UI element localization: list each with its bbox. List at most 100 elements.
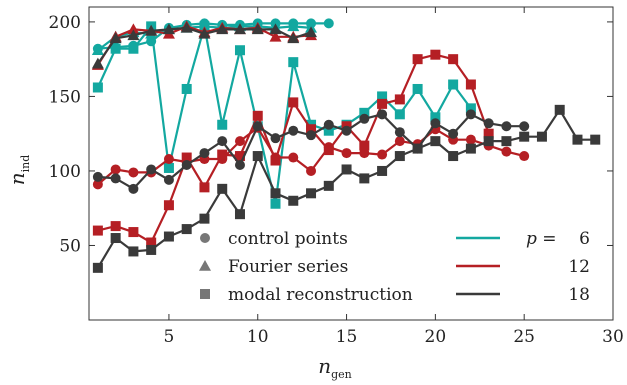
data-point-p18-square bbox=[181, 224, 192, 235]
data-point-p6-triangle bbox=[287, 20, 300, 32]
data-point-p18-triangle bbox=[145, 24, 158, 36]
data-point-p12-square bbox=[377, 98, 388, 109]
data-point-p18-circle bbox=[341, 125, 352, 136]
legend-marker-circle bbox=[200, 233, 210, 243]
data-point-p12-square bbox=[270, 155, 281, 166]
data-point-p18-circle bbox=[270, 133, 281, 144]
data-point-p18-square bbox=[217, 183, 228, 194]
data-point-p18-triangle bbox=[233, 23, 246, 35]
y-tick-label: 100 bbox=[49, 162, 81, 182]
data-point-p6-square bbox=[288, 57, 299, 68]
data-point-p12-square bbox=[92, 225, 103, 236]
legend-p-prefix: p = bbox=[526, 229, 557, 249]
legend-marker-triangle bbox=[199, 260, 211, 271]
data-point-p12-circle bbox=[163, 154, 174, 165]
data-point-p18-triangle bbox=[269, 23, 282, 35]
ticks-layer: 5 10 15 20 25 30 50 100 150 200 bbox=[49, 7, 624, 347]
data-point-p6-square bbox=[128, 43, 139, 54]
data-point-p12-square bbox=[412, 54, 423, 65]
data-point-p12-square bbox=[199, 182, 210, 193]
data-point-p18-circle bbox=[359, 113, 370, 124]
data-point-p6-square bbox=[394, 109, 405, 120]
legend-label-square: modal reconstruction bbox=[228, 285, 413, 305]
data-point-p12-circle bbox=[306, 165, 317, 176]
legend-label-circle: control points bbox=[228, 229, 348, 249]
data-point-p12-square bbox=[217, 149, 228, 160]
data-point-p18-square bbox=[412, 143, 423, 154]
data-point-p12-square bbox=[181, 152, 192, 163]
data-point-p18-circle bbox=[501, 121, 512, 132]
data-point-p12-square bbox=[288, 97, 299, 108]
data-point-p12-triangle bbox=[269, 30, 282, 42]
data-point-p18-circle bbox=[430, 118, 441, 129]
data-point-p18-square bbox=[536, 131, 547, 142]
data-point-p18-square bbox=[163, 231, 174, 242]
data-point-p18-square bbox=[501, 136, 512, 147]
data-point-p18-circle bbox=[128, 183, 139, 194]
data-point-p12-square bbox=[163, 200, 174, 211]
x-tick-label: 15 bbox=[336, 327, 358, 347]
x-tick-label: 20 bbox=[425, 327, 447, 347]
x-tick-label: 10 bbox=[247, 327, 269, 347]
legend-value-p12: 12 bbox=[568, 257, 590, 277]
series-p18-circle bbox=[92, 109, 530, 194]
data-point-p6-square bbox=[110, 43, 121, 54]
data-point-p18-circle bbox=[306, 130, 317, 141]
data-point-p12-triangle bbox=[127, 23, 140, 35]
data-point-p18-square bbox=[92, 262, 103, 273]
data-point-p6-square bbox=[163, 162, 174, 173]
data-point-p6-square bbox=[465, 103, 476, 114]
x-tick-label: 25 bbox=[513, 327, 535, 347]
data-point-p18-circle bbox=[448, 128, 459, 139]
data-point-p18-square bbox=[377, 165, 388, 176]
data-point-p12-square bbox=[483, 128, 494, 139]
data-point-p18-triangle bbox=[251, 23, 264, 35]
data-point-p18-square bbox=[394, 151, 405, 162]
data-point-p6-square bbox=[412, 83, 423, 94]
data-point-p18-circle bbox=[110, 173, 121, 184]
data-point-p12-circle bbox=[128, 167, 139, 178]
data-point-p6-square bbox=[448, 79, 459, 90]
data-point-p18-square bbox=[288, 195, 299, 206]
data-point-p18-square bbox=[483, 136, 494, 147]
data-point-p18-circle bbox=[288, 125, 299, 136]
data-point-p18-square bbox=[128, 246, 139, 257]
data-point-p12-circle bbox=[288, 152, 299, 163]
data-point-p12-circle bbox=[377, 149, 388, 160]
data-point-p18-square bbox=[252, 151, 263, 162]
data-point-p18-circle bbox=[377, 109, 388, 120]
data-point-p6-square bbox=[270, 198, 281, 209]
data-point-p18-square bbox=[590, 134, 601, 145]
data-point-p18-triangle bbox=[287, 32, 300, 44]
data-point-p12-circle bbox=[234, 136, 245, 147]
data-point-p18-circle bbox=[146, 164, 157, 175]
data-point-p18-triangle bbox=[305, 26, 318, 38]
data-point-p18-circle bbox=[252, 121, 263, 132]
data-point-p6-square bbox=[181, 83, 192, 94]
data-point-p18-square bbox=[465, 143, 476, 154]
data-point-p18-square bbox=[199, 213, 210, 224]
data-point-p6-square bbox=[92, 82, 103, 93]
series-p18-square bbox=[92, 104, 601, 273]
y-tick-label: 150 bbox=[49, 87, 81, 107]
legend-value-p18: 18 bbox=[568, 285, 590, 305]
data-point-p18-circle bbox=[394, 127, 405, 138]
x-axis-label: ngen bbox=[318, 354, 352, 381]
data-point-p6-square bbox=[359, 107, 370, 118]
x-tick-label: 5 bbox=[164, 327, 175, 347]
data-point-p6-square bbox=[234, 45, 245, 56]
data-point-p18-square bbox=[306, 188, 317, 199]
data-point-p12-circle bbox=[110, 164, 121, 175]
data-point-p12-circle bbox=[501, 146, 512, 157]
data-point-p12-square bbox=[430, 49, 441, 60]
data-point-p18-circle bbox=[465, 109, 476, 120]
data-point-p12-circle bbox=[394, 136, 405, 147]
data-point-p12-circle bbox=[341, 148, 352, 159]
y-tick-label: 200 bbox=[49, 13, 81, 33]
data-point-p18-circle bbox=[483, 118, 494, 129]
data-point-p12-square bbox=[234, 151, 245, 162]
series-p6-square bbox=[92, 21, 476, 209]
data-point-p18-circle bbox=[323, 119, 334, 130]
legend: control points Fourier series modal recons… bbox=[199, 229, 590, 305]
data-point-p6-triangle bbox=[91, 44, 104, 56]
